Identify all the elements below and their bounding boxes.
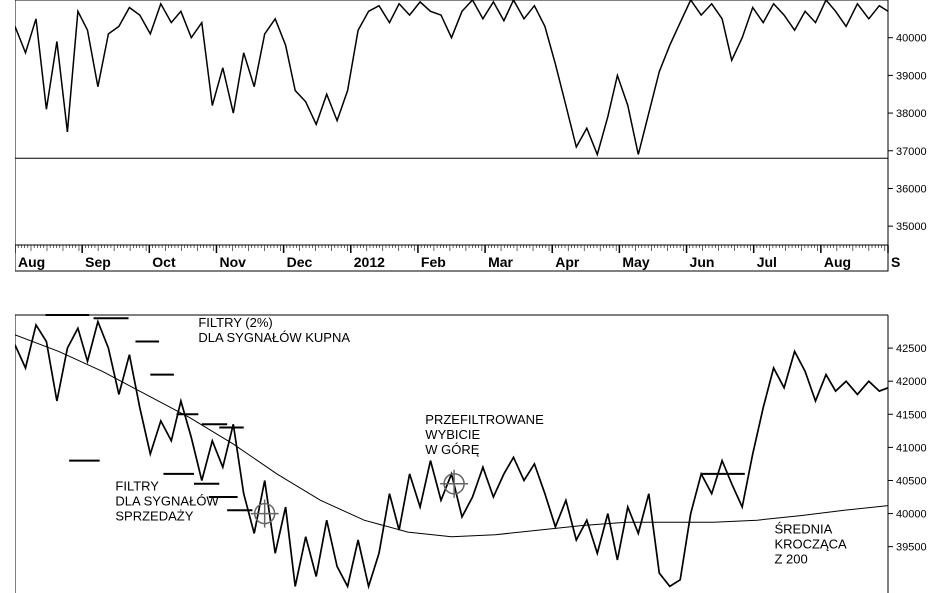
x-tick-label: Sep (85, 254, 111, 270)
x-tick-label: Jul (757, 254, 777, 270)
y-tick-label: 41500 (896, 409, 927, 421)
y-tick-label: 40500 (896, 475, 927, 487)
x-tick-label: Jun (690, 254, 715, 270)
y-tick-label: 39500 (896, 542, 927, 554)
y-tick-label: 40000 (896, 509, 927, 521)
x-tick-label: Aug (824, 254, 851, 270)
x-tick-label: 2012 (354, 254, 385, 270)
x-tick-label: Aug (18, 254, 45, 270)
chart-bottom: 39500 40000 40500 41000 41500 42000 42500 FILTR… (15, 310, 933, 593)
y-tick-label: 37000 (896, 146, 927, 158)
x-tick-label: Dec (287, 254, 313, 270)
signal-marker (251, 500, 279, 528)
annotation-filtered_breakout: PRZEFILTROWANEWYBICIEW GÓRĘ (425, 412, 544, 457)
annotation-filters_buy: FILTRY (2%)DLA SYGNAŁÓW KUPNA (198, 315, 350, 345)
y-tick-label: 35000 (896, 221, 927, 233)
y-tick-label: 39000 (896, 70, 927, 82)
chart-bottom-panel: 39500 40000 40500 41000 41500 42000 42500 FILTR… (15, 310, 933, 593)
x-tick-label: Feb (421, 254, 446, 270)
x-tick-label: Nov (219, 254, 246, 270)
x-tick-label: Apr (555, 254, 580, 270)
annotation-filters_sell: FILTRYDLA SYGNAŁÓWSPRZEDAŻY (115, 478, 219, 523)
y-tick-label: 42500 (896, 343, 927, 355)
chart-top-panel: 35000 36000 37000 38000 39000 40000 Aug Sep Oct N… (15, 0, 933, 280)
y-tick-label: 36000 (896, 183, 927, 195)
page-root: 35000 36000 37000 38000 39000 40000 Aug Sep Oct N… (0, 0, 948, 593)
chart-top: 35000 36000 37000 38000 39000 40000 Aug Sep Oct N… (15, 0, 933, 280)
x-tick-label: S (891, 254, 900, 270)
x-tick-label: Oct (152, 254, 176, 270)
annotation-moving_avg_label: ŚREDNIAKROCZĄCAZ 200 (775, 521, 848, 566)
x-tick-label: May (622, 254, 649, 270)
y-tick-label: 42000 (896, 376, 927, 388)
price-series (15, 0, 888, 155)
y-tick-label: 40000 (896, 33, 927, 45)
y-tick-label: 38000 (896, 108, 927, 120)
y-tick-label: 41000 (896, 442, 927, 454)
x-tick-label: Mar (488, 254, 513, 270)
